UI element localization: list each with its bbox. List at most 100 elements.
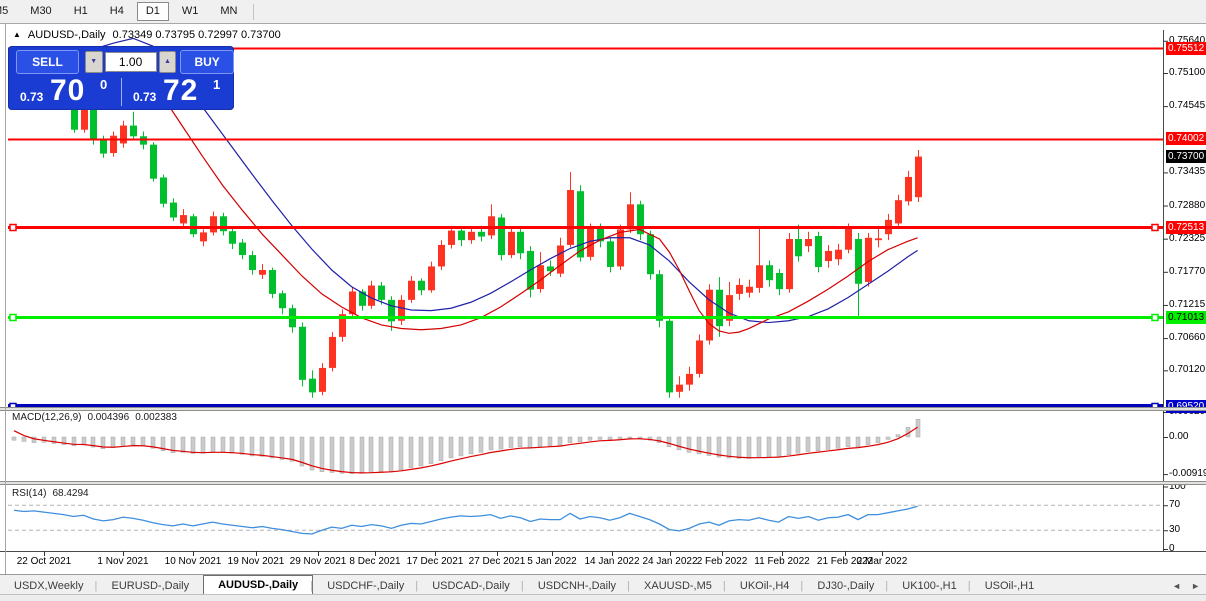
timeframe-button-w1[interactable]: W1: [181, 5, 199, 17]
tab-scroll-right-icon[interactable]: ►: [1191, 581, 1200, 591]
timeframe-button-h1[interactable]: H1: [73, 5, 88, 17]
macd-histogram-bar: [359, 436, 365, 474]
macd-histogram-bar: [875, 436, 881, 443]
candle-body: [855, 238, 862, 284]
macd-histogram-bar: [726, 436, 732, 459]
rsi-axis-label: 0: [1169, 543, 1175, 554]
macd-histogram-bar: [398, 436, 404, 470]
tab-scroll-left-icon[interactable]: ◄: [1172, 581, 1182, 591]
macd-histogram-bar: [557, 436, 563, 446]
toolbar-separator: [253, 3, 255, 20]
line-handle-marker[interactable]: [9, 223, 17, 232]
candle-body: [220, 216, 227, 232]
candle-body: [686, 373, 693, 385]
timeframe-button-mn[interactable]: MN: [220, 5, 238, 17]
candle-body: [766, 265, 773, 281]
symbol-tab-usoil-h1[interactable]: USOil-,H1: [968, 577, 1049, 595]
macd-histogram-bar: [110, 436, 116, 448]
macd-histogram-bar: [61, 436, 67, 445]
candle-body: [895, 200, 902, 224]
symbol-tab-usdchf-daily[interactable]: USDCHF-,Daily: [310, 577, 418, 595]
macd-histogram-bar: [378, 436, 384, 472]
price-axis-label: 0.75100: [1169, 67, 1206, 78]
candle-body: [269, 270, 276, 294]
candle-body: [309, 378, 316, 393]
macd-histogram-bar: [587, 436, 593, 441]
volume-input[interactable]: [104, 52, 157, 72]
line-handle-marker[interactable]: [9, 313, 17, 322]
candle-body: [865, 237, 872, 282]
macd-histogram-bar: [210, 436, 216, 453]
symbol-tab-usdcnh-daily[interactable]: USDCNH-,Daily: [521, 577, 630, 595]
macd-histogram-bar: [438, 436, 444, 462]
line-handle-marker[interactable]: [1151, 313, 1159, 322]
timeframe-button-h4[interactable]: H4: [109, 5, 124, 17]
candle-body: [229, 231, 236, 244]
macd-histogram-bar: [676, 436, 682, 451]
macd-histogram-bar: [498, 436, 504, 450]
timeframe-button-d1[interactable]: D1: [136, 2, 169, 21]
macd-histogram-bar: [656, 436, 662, 443]
candle-body: [368, 285, 375, 306]
date-axis-label: 14 Jan 2022: [584, 556, 640, 567]
chart-macd-divider[interactable]: [0, 407, 1206, 411]
sell-price-display[interactable]: 0.73 70 0: [8, 74, 121, 108]
candle-body: [915, 156, 922, 198]
macd-histogram-bar: [647, 436, 653, 441]
macd-histogram-bar: [567, 436, 573, 443]
macd-panel: [11, 419, 921, 474]
macd-histogram-bar: [795, 436, 801, 454]
symbol-tab-dj30-daily[interactable]: DJ30-,Daily: [800, 577, 888, 595]
timeframe-button-m5[interactable]: M5: [0, 5, 9, 17]
macd-histogram-bar: [835, 436, 841, 449]
macd-histogram-bar: [756, 436, 762, 458]
rsi-line: [13, 505, 918, 535]
buy-price-display[interactable]: 0.73 72 1: [121, 74, 234, 108]
candle-body: [498, 217, 505, 256]
candle-body: [160, 177, 167, 204]
macd-histogram-bar: [279, 436, 285, 460]
macd-histogram-bar: [478, 436, 484, 453]
macd-label: MACD(12,26,9) 0.004396 0.002383: [12, 412, 177, 423]
candle-body: [319, 367, 326, 392]
macd-histogram-bar: [686, 436, 692, 453]
line-handle-marker[interactable]: [1151, 223, 1159, 232]
candle-body: [299, 326, 306, 380]
symbol-tab-ukoil-h4[interactable]: UKOil-,H4: [723, 577, 804, 595]
macd-histogram-bar: [537, 436, 543, 447]
symbol-tab-xauusd-m5[interactable]: XAUUSD-,M5: [627, 577, 726, 595]
macd-histogram-bar: [577, 436, 583, 443]
symbol-tab-eurusd-daily[interactable]: EURUSD-,Daily: [94, 577, 203, 595]
sell-button[interactable]: SELL: [16, 50, 79, 74]
volume-decrease-icon[interactable]: ▼: [84, 51, 103, 73]
symbol-tabs: USDX,WeeklyEURUSD-,DailyAUDUSD-,DailyUSD…: [0, 575, 1048, 595]
symbol-tab-audusd-daily[interactable]: AUDUSD-,Daily: [203, 575, 314, 595]
macd-histogram-bar: [716, 436, 722, 458]
candle-body: [508, 231, 515, 256]
macd-histogram-bar: [746, 436, 752, 459]
rsi-axis-label: 70: [1169, 499, 1181, 511]
trade-panel-price-row: 0.73 70 0 0.73 72 1: [8, 74, 234, 108]
symbol-tab-usdcad-daily[interactable]: USDCAD-,Daily: [415, 577, 524, 595]
symbol-tab-usdx-weekly[interactable]: USDX,Weekly: [14, 580, 84, 592]
timeframe-button-m30[interactable]: M30: [30, 5, 52, 17]
macd-histogram-bar: [190, 436, 196, 454]
sell-price-sup: 0: [100, 77, 108, 92]
candle-body: [805, 238, 812, 247]
price-axis-label: 0.72325: [1169, 232, 1206, 244]
volume-increase-icon[interactable]: ▲: [158, 51, 177, 73]
macd-histogram-bar: [825, 436, 831, 450]
line-handle-marker[interactable]: [1151, 402, 1159, 410]
candle-body: [398, 299, 405, 321]
candle-body: [706, 289, 713, 341]
macd-histogram-bar: [855, 436, 861, 447]
symbol-tab-uk100-h1[interactable]: UK100-,H1: [885, 577, 970, 595]
trade-panel-top-row: SELL ▼ ▲ BUY: [8, 50, 234, 74]
candle-body: [210, 216, 217, 233]
collapse-triangle-icon[interactable]: ▲: [13, 29, 21, 39]
candle-body: [249, 255, 256, 271]
buy-button[interactable]: BUY: [180, 50, 234, 74]
macd-histogram-bar: [368, 436, 374, 473]
line-handle-marker[interactable]: [9, 402, 17, 410]
